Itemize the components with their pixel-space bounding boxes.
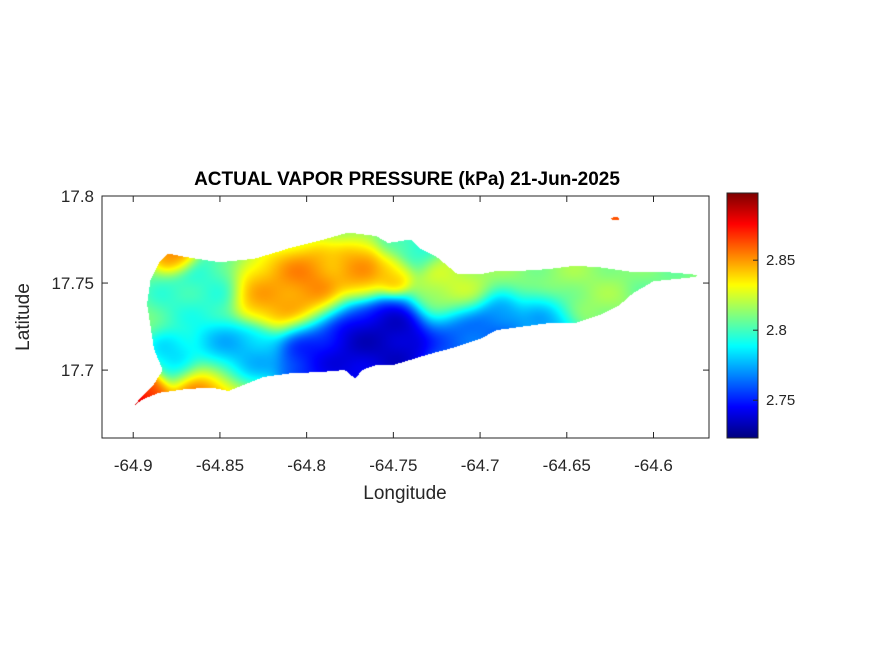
x-axis-label: Longitude <box>363 483 446 504</box>
x-tick-label: -64.6 <box>634 456 673 475</box>
y-tick-label: 17.8 <box>61 187 94 206</box>
y-axis-label: Latitude <box>13 283 34 351</box>
plot-area <box>101 195 710 439</box>
y-axis-ticks: 17.7 17.75 17.8 <box>51 187 709 380</box>
map-title: ACTUAL VAPOR PRESSURE (kPa) 21-Jun-2025 <box>194 169 620 190</box>
colorbar-ticks: 2.75 2.8 2.85 <box>753 252 795 409</box>
x-axis-ticks: -64.9 -64.85 -64.8 -64.75 -64.7 -64.65 -64.6 <box>114 196 673 475</box>
colorbar-gradient <box>727 193 758 438</box>
x-tick-label: -64.7 <box>461 456 500 475</box>
x-tick-label: -64.75 <box>369 456 417 475</box>
colorbar-tick-label: 2.8 <box>766 322 787 339</box>
vapor-pressure-heatmap <box>102 196 709 438</box>
colorbar-tick-label: 2.75 <box>766 392 795 409</box>
x-tick-label: -64.65 <box>543 456 591 475</box>
x-tick-label: -64.85 <box>196 456 244 475</box>
x-tick-label: -64.9 <box>114 456 153 475</box>
colorbar-box <box>726 192 759 439</box>
x-tick-label: -64.8 <box>287 456 326 475</box>
y-tick-label: 17.75 <box>51 274 94 293</box>
colorbar-tick-label: 2.85 <box>766 252 795 269</box>
y-tick-label: 17.7 <box>61 361 94 380</box>
colorbar: 2.75 2.8 2.85 <box>726 192 795 439</box>
axes-box <box>101 195 710 439</box>
